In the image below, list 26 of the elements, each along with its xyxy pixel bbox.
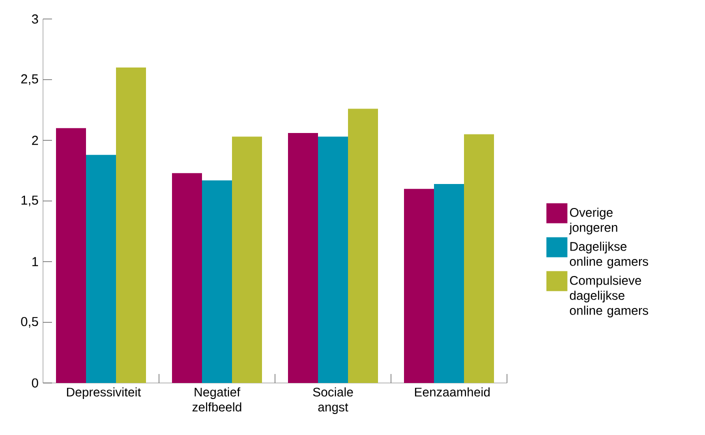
bar [56, 128, 86, 383]
bar [318, 136, 348, 383]
y-tick-label: 1,5 [22, 196, 38, 206]
legend-label: Overige jongeren [569, 208, 618, 234]
bar [232, 136, 262, 383]
bar [86, 154, 116, 383]
bar [172, 173, 202, 383]
x-tick-label: Eenzaamheid [415, 387, 490, 397]
y-tick-label: 2,5 [21, 74, 38, 86]
y-tick-label: 3 [32, 14, 38, 24]
legend-label: Dagelijkse online gamers [570, 242, 648, 268]
y-tick-label: 0 [32, 378, 38, 388]
x-tick-label: Sociale angst [313, 387, 353, 414]
bar [288, 133, 318, 383]
y-tick-label: 0,5 [21, 316, 38, 328]
bar [348, 108, 378, 383]
bar [434, 184, 464, 383]
bar [116, 68, 146, 383]
legend-label: Compulsieve dagelijkse online gamers [570, 276, 648, 318]
bar [464, 134, 494, 383]
bar [404, 188, 434, 383]
y-tick-label: 1 [32, 257, 38, 266]
x-tick-label: Depressiviteit [67, 387, 141, 399]
bar [202, 180, 232, 383]
x-tick-label: Negatief zelfbeeld [192, 387, 242, 412]
y-tick-label: 2 [32, 136, 38, 145]
